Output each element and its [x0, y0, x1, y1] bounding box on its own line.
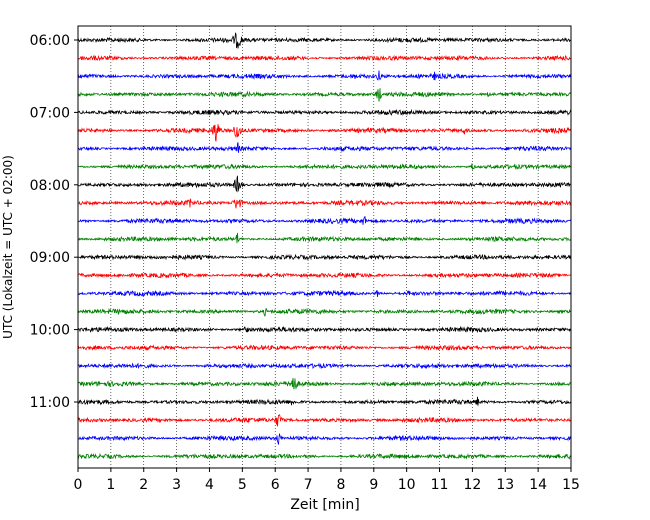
x-tick-label: 4: [205, 477, 214, 493]
y-tick-label: 10:00: [30, 323, 70, 339]
y-tick-label: 09:00: [30, 250, 70, 266]
trace-group: [77, 32, 572, 460]
x-tick-label: 1: [106, 477, 115, 493]
y-tick-label: 06:00: [30, 33, 70, 49]
seismogram-trace: [77, 396, 572, 406]
seismogram-trace: [77, 307, 572, 317]
x-tick-label: 15: [562, 477, 580, 493]
seismogram-trace: [77, 325, 572, 334]
seismogram-trace: [77, 142, 572, 153]
seismogram-trace: [77, 198, 572, 209]
x-tick-label: 9: [369, 477, 378, 493]
x-tick-label: 2: [139, 477, 148, 493]
seismogram-trace: [77, 124, 572, 142]
seismogram-trace: [77, 70, 572, 81]
y-axis: 06:00 07:00 08:00 09:00 10:00 11:00: [30, 33, 78, 411]
y-axis-label: UTC (Lokalzeit = UTC + 02:00): [1, 155, 15, 339]
seismogram-trace: [77, 377, 572, 390]
y-tick-label: 08:00: [30, 178, 70, 194]
y-tick-label: 11:00: [30, 395, 70, 411]
plot-frame: [77, 25, 572, 469]
seismogram-trace: [77, 414, 572, 427]
seismogram-trace: [77, 163, 572, 171]
seismogram-trace: [77, 433, 572, 445]
x-axis-label: Zeit [min]: [290, 497, 359, 513]
seismogram-trace: [77, 271, 572, 279]
y-tick-label: 07:00: [30, 105, 70, 121]
seismogram-trace: [77, 344, 572, 351]
x-tick-label: 7: [304, 477, 313, 493]
seismogram-trace: [77, 175, 572, 193]
seismogram-trace: [77, 54, 572, 62]
x-tick-label: 14: [529, 477, 547, 493]
x-tick-label: 6: [271, 477, 280, 493]
seismogram-trace: [77, 32, 572, 49]
seismogram-trace: [77, 253, 572, 261]
x-tick-label: 8: [336, 477, 345, 493]
x-axis: 0 1 2 3 4 5 6 7 8 9 10 11 12 13 14 15: [74, 468, 580, 493]
seismogram-trace: [77, 108, 572, 117]
x-tick-label: 12: [463, 477, 481, 493]
seismogram-trace: [77, 452, 572, 460]
seismogram-trace: [77, 232, 572, 244]
seismogram-trace: [77, 289, 572, 297]
x-tick-label: 0: [74, 477, 83, 493]
x-tick-label: 11: [431, 477, 449, 493]
seismogram-trace: [77, 88, 572, 102]
x-tick-label: 5: [238, 477, 247, 493]
x-tick-label: 13: [496, 477, 514, 493]
x-tick-label: 3: [172, 477, 181, 493]
seismogram-trace: [77, 215, 572, 225]
seismogram-trace: [77, 362, 572, 370]
x-tick-label: 10: [398, 477, 416, 493]
